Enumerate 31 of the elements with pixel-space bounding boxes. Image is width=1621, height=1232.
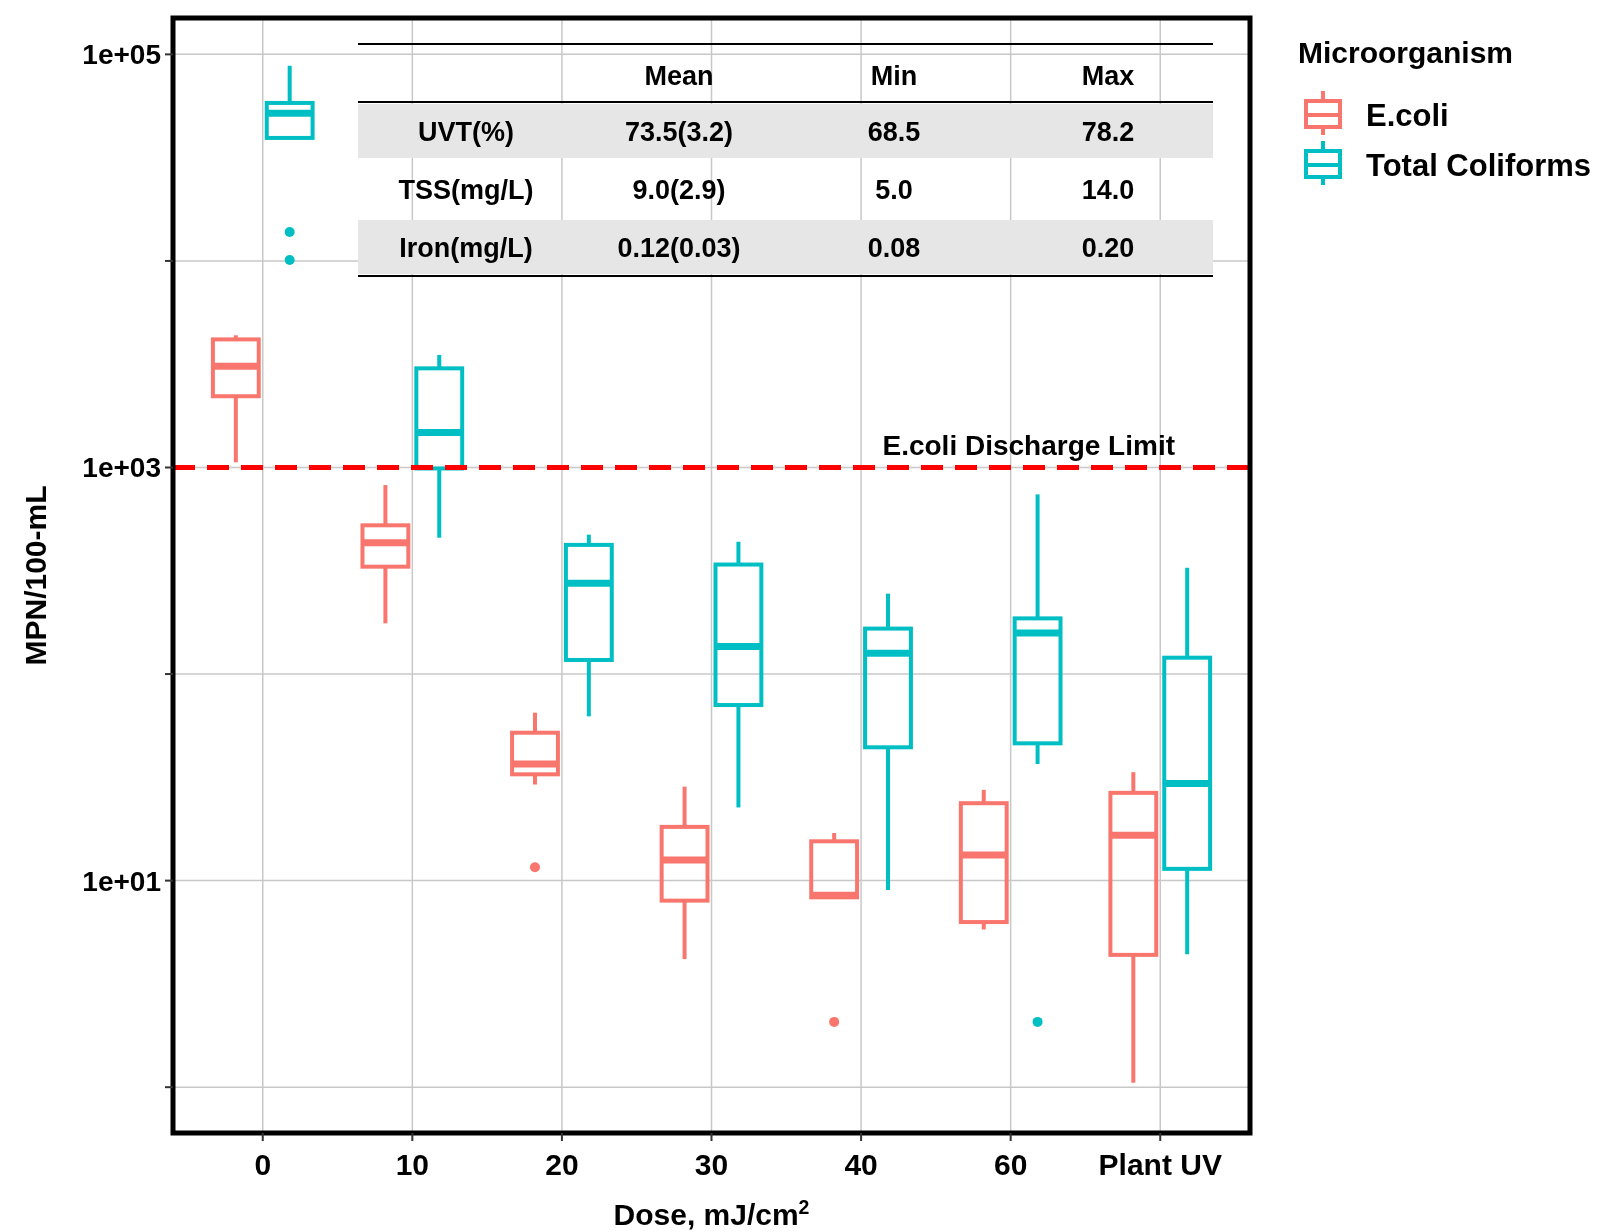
y-tick-label: 1e+05 [82,39,161,71]
annotation: Max [1081,61,1135,91]
x-tick-label: 30 [694,1148,729,1181]
annotation: 78.2 [1081,117,1135,147]
x-tick-label: 20 [545,1148,579,1181]
annotation: Min [870,61,918,91]
legend-label: Total Coliforms [1366,148,1592,183]
x-tick-label: Plant UV [1098,1148,1222,1181]
y-tick-label: 1e+03 [82,452,161,484]
x-tick-label: 0 [254,1148,272,1181]
annotation: 14.0 [1081,175,1135,205]
annotation: 0.12(0.03) [617,233,741,263]
annotation: 0.20 [1081,233,1135,263]
annotation: Iron(mg/L) [399,233,533,263]
annotation: 68.5 [867,117,921,147]
x-tick-label: 40 [844,1148,878,1181]
legend-label: E.coli [1366,98,1449,133]
annotation: Mean [644,61,714,91]
ref-line-label: E.coli Discharge Limit [882,430,1175,462]
x-tick-label: 60 [993,1148,1028,1181]
annotation: UVT(%) [418,117,514,147]
annotation: 9.0(2.9) [632,175,726,205]
annotation: TSS(mg/L) [398,175,534,205]
annotation: 5.0 [875,175,913,205]
legend-title: Microorganism [1298,36,1514,69]
annotation: 0.08 [867,233,921,263]
y-tick-label: 1e+01 [82,865,161,897]
x-axis-title: Dose, mJ/cm$^{2}$ [613,1196,810,1231]
y-axis-title: MPN/100-mL [19,485,52,666]
x-tick-label: 10 [395,1148,430,1181]
annotation: 73.5(3.2) [624,117,734,147]
